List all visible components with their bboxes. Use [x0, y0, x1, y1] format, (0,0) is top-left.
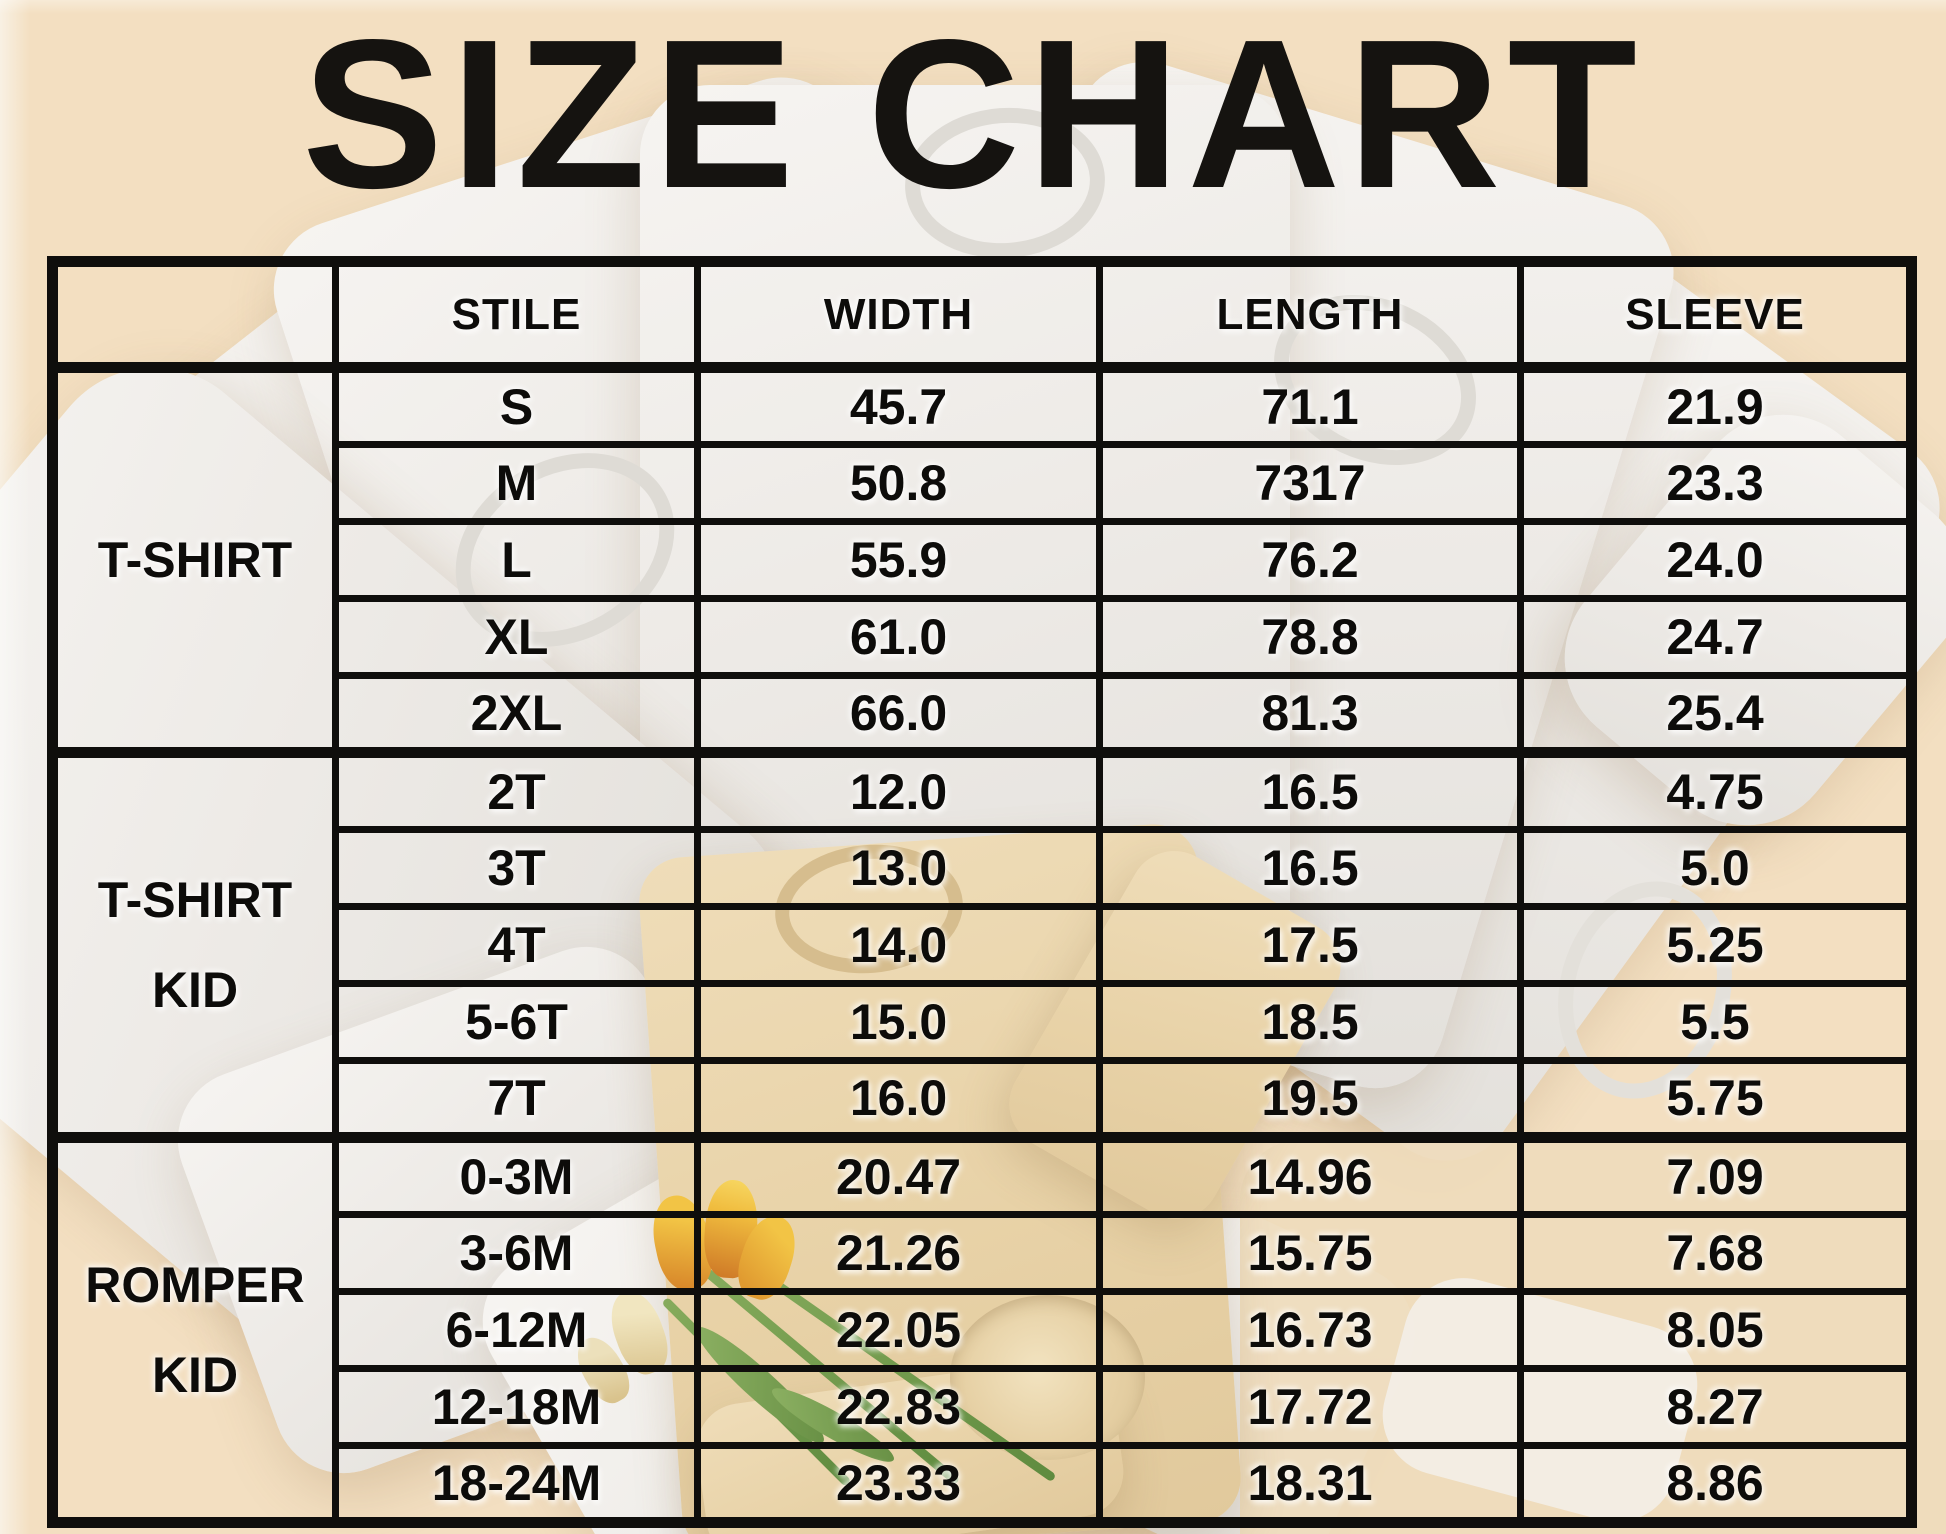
sleeve-cell: 24.7	[1517, 595, 1915, 679]
column-header-length: LENGTH	[1096, 258, 1524, 373]
width-cell: 61.0	[694, 595, 1103, 679]
style-cell: 7T	[332, 1057, 701, 1141]
table-row: 18-24M 23.33 18.31 8.86	[53, 1442, 1915, 1526]
table-row: 2XL 66.0 81.3 25.4	[53, 672, 1915, 756]
width-cell: 22.83	[694, 1365, 1103, 1449]
sleeve-cell: 7.68	[1517, 1211, 1915, 1295]
page-title: SIZE CHART	[302, 0, 1644, 232]
length-cell: 15.75	[1096, 1211, 1524, 1295]
style-cell: M	[332, 441, 701, 525]
sleeve-cell: 8.27	[1517, 1365, 1915, 1449]
photo-edge-highlight	[0, 0, 1946, 14]
length-cell: 18.31	[1096, 1442, 1524, 1526]
width-cell: 16.0	[694, 1057, 1103, 1141]
width-cell: 45.7	[694, 362, 1103, 448]
style-cell: S	[332, 362, 701, 448]
table-row: T-SHIRT KID 2T 12.0 16.5 4.75	[49, 747, 1915, 1141]
length-cell: 71.1	[1096, 362, 1524, 448]
table-row: M 50.8 7317 23.3	[53, 441, 1915, 525]
length-cell: 81.3	[1096, 672, 1524, 756]
column-header-sleeve: SLEEVE	[1517, 258, 1915, 373]
length-cell: 78.8	[1096, 595, 1524, 679]
width-cell: 15.0	[694, 980, 1103, 1064]
sleeve-cell: 5.0	[1517, 826, 1915, 910]
sleeve-cell: 24.0	[1517, 518, 1915, 602]
style-cell: 5-6T	[332, 980, 701, 1064]
sleeve-cell: 23.3	[1517, 441, 1915, 525]
width-cell: 14.0	[694, 903, 1103, 987]
width-cell: 50.8	[694, 441, 1103, 525]
style-cell: 12-18M	[332, 1365, 701, 1449]
group-label-tshirt: T-SHIRT	[49, 362, 339, 756]
table-row: ROMPER KID 0-3M 20.47 14.96 7.09	[49, 1132, 1915, 1526]
length-cell: 14.96	[1096, 1132, 1524, 1218]
table-row: 12-18M 22.83 17.72 8.27	[53, 1365, 1915, 1449]
table-row: 3T 13.0 16.5 5.0	[53, 826, 1915, 910]
width-cell: 22.05	[694, 1288, 1103, 1372]
sleeve-cell: 7.09	[1517, 1132, 1915, 1218]
sleeve-cell: 4.75	[1517, 747, 1915, 833]
table-row: 3-6M 21.26 15.75 7.68	[53, 1211, 1915, 1295]
width-cell: 12.0	[694, 747, 1103, 833]
length-cell: 16.5	[1096, 826, 1524, 910]
style-cell: 4T	[332, 903, 701, 987]
length-cell: 16.5	[1096, 747, 1524, 833]
style-cell: XL	[332, 595, 701, 679]
style-cell: 18-24M	[332, 1442, 701, 1526]
group-label-tshirt-kid: T-SHIRT KID	[49, 747, 339, 1141]
sleeve-cell: 5.25	[1517, 903, 1915, 987]
style-cell: 2T	[332, 747, 701, 833]
table-row: XL 61.0 78.8 24.7	[53, 595, 1915, 679]
sleeve-cell: 5.75	[1517, 1057, 1915, 1141]
length-cell: 18.5	[1096, 980, 1524, 1064]
sleeve-cell: 5.5	[1517, 980, 1915, 1064]
width-cell: 66.0	[694, 672, 1103, 756]
width-cell: 21.26	[694, 1211, 1103, 1295]
style-cell: 0-3M	[332, 1132, 701, 1218]
width-cell: 20.47	[694, 1132, 1103, 1218]
width-cell: 13.0	[694, 826, 1103, 910]
style-cell: 3-6M	[332, 1211, 701, 1295]
length-cell: 17.72	[1096, 1365, 1524, 1449]
table-row: L 55.9 76.2 24.0	[53, 518, 1915, 602]
style-cell: 3T	[332, 826, 701, 910]
header-row: STILE WIDTH LENGTH SLEEVE	[49, 258, 1915, 373]
sleeve-cell: 21.9	[1517, 362, 1915, 448]
table-row: T-SHIRT S 45.7 71.1 21.9	[49, 362, 1915, 756]
size-table: STILE WIDTH LENGTH SLEEVE T-SHIRT S 45.7…	[47, 256, 1917, 1528]
sleeve-cell: 8.05	[1517, 1288, 1915, 1372]
table-row: 4T 14.0 17.5 5.25	[53, 903, 1915, 987]
length-cell: 16.73	[1096, 1288, 1524, 1372]
width-cell: 55.9	[694, 518, 1103, 602]
length-cell: 17.5	[1096, 903, 1524, 987]
width-cell: 23.33	[694, 1442, 1103, 1526]
sleeve-cell: 25.4	[1517, 672, 1915, 756]
table-row: 6-12M 22.05 16.73 8.05	[53, 1288, 1915, 1372]
length-cell: 76.2	[1096, 518, 1524, 602]
corner-cell	[49, 258, 339, 373]
sleeve-cell: 8.86	[1517, 1442, 1915, 1526]
table-row: 7T 16.0 19.5 5.75	[53, 1057, 1915, 1141]
column-header-stile: STILE	[332, 258, 701, 373]
style-cell: 2XL	[332, 672, 701, 756]
style-cell: 6-12M	[332, 1288, 701, 1372]
length-cell: 7317	[1096, 441, 1524, 525]
table-row: 5-6T 15.0 18.5 5.5	[53, 980, 1915, 1064]
column-header-width: WIDTH	[694, 258, 1103, 373]
length-cell: 19.5	[1096, 1057, 1524, 1141]
photo-edge-highlight	[0, 0, 30, 1534]
group-label-romper-kid: ROMPER KID	[49, 1132, 339, 1526]
style-cell: L	[332, 518, 701, 602]
